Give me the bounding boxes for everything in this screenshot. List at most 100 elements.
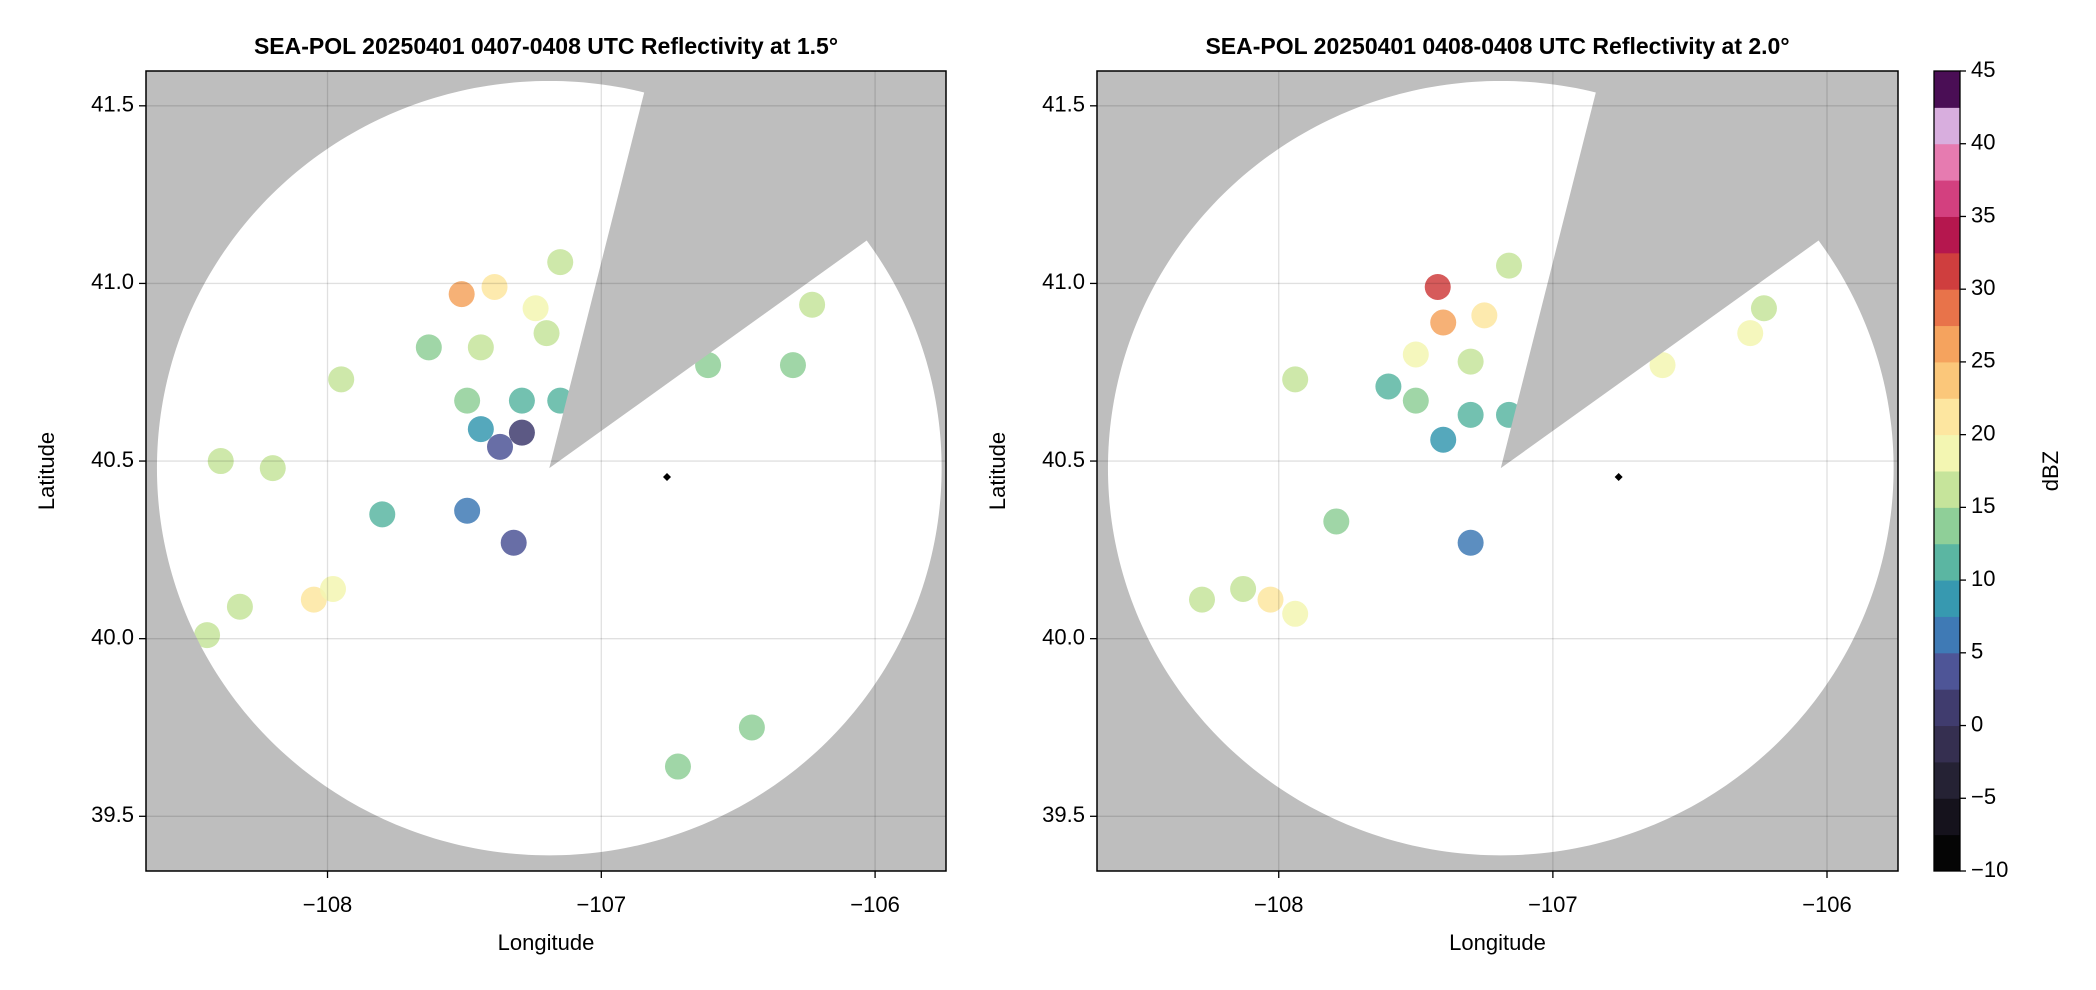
echo <box>1282 600 1309 627</box>
y-tick-label: 39.5 <box>1042 802 1085 827</box>
colorbar-swatch <box>1934 798 1960 836</box>
echo <box>1282 366 1309 393</box>
echo <box>467 416 494 443</box>
x-tick-label: −108 <box>1254 892 1304 917</box>
echo <box>1457 401 1484 428</box>
y-tick-label: 40.5 <box>1042 447 1085 472</box>
x-tick-label: −106 <box>1802 892 1852 917</box>
echo <box>1457 529 1484 556</box>
colorbar-swatch <box>1934 361 1960 399</box>
colorbar-swatch <box>1934 143 1960 181</box>
echo <box>1750 295 1777 322</box>
echo <box>508 387 535 414</box>
echo <box>779 352 806 379</box>
echo <box>1402 387 1429 414</box>
echo <box>319 575 346 602</box>
echo <box>1188 586 1215 613</box>
x-tick-label: −107 <box>577 892 627 917</box>
echo <box>369 501 396 528</box>
site-marker <box>663 473 672 482</box>
echo <box>1424 273 1451 300</box>
colorbar-frame <box>1933 70 1961 872</box>
colorbar-tick-label: 0 <box>1971 711 1983 736</box>
colorbar-tick-label: 35 <box>1971 202 1995 227</box>
y-tick-label: 41.0 <box>1042 269 1085 294</box>
echo <box>1471 302 1498 329</box>
echo <box>664 753 691 780</box>
colorbar-tick-label: 15 <box>1971 493 1995 518</box>
colorbar-tick-label: 25 <box>1971 348 1995 373</box>
echo <box>194 622 221 649</box>
coverage-mask <box>1097 71 1898 871</box>
echo <box>799 291 826 318</box>
y-axis-label: Latitude <box>34 432 59 510</box>
colorbar-tick-label: −5 <box>1971 784 1996 809</box>
colorbar-tick-label: 40 <box>1971 130 1995 155</box>
echo <box>1737 320 1764 347</box>
colorbar-label: dBZ <box>2038 451 2063 491</box>
y-tick-label: 41.5 <box>1042 92 1085 117</box>
y-tick-label: 41.5 <box>91 92 134 117</box>
y-tick-label: 40.0 <box>1042 624 1085 649</box>
colorbar-tick-label: 10 <box>1971 566 1995 591</box>
echo <box>1323 508 1350 535</box>
colorbar-swatch <box>1934 252 1960 290</box>
echo <box>533 320 560 347</box>
coverage-mask <box>146 71 946 871</box>
colorbar-swatch <box>1934 543 1960 581</box>
y-axis-label: Latitude <box>985 432 1010 510</box>
colorbar-tick-label: 45 <box>1971 57 1995 82</box>
echo <box>487 433 514 460</box>
colorbar-swatch <box>1934 107 1960 145</box>
y-tick-label: 41.0 <box>91 269 134 294</box>
echo <box>1375 373 1402 400</box>
colorbar-tick-label: −10 <box>1971 857 2008 882</box>
x-tick-label: −106 <box>850 892 900 917</box>
colorbar-tick-label: 20 <box>1971 420 1995 445</box>
colorbar-swatch <box>1934 725 1960 763</box>
plot-frame <box>145 70 947 872</box>
echo <box>522 295 549 322</box>
echo <box>328 366 355 393</box>
y-tick-label: 40.0 <box>91 624 134 649</box>
echo <box>508 419 535 446</box>
x-tick-label: −108 <box>303 892 353 917</box>
colorbar-swatch <box>1934 398 1960 436</box>
colorbar-swatch <box>1934 580 1960 617</box>
echo <box>1230 575 1257 602</box>
echo <box>481 273 508 300</box>
echo <box>415 334 442 361</box>
echo <box>1496 252 1523 279</box>
echo <box>1430 309 1457 336</box>
x-tick-label: −107 <box>1528 892 1578 917</box>
echo <box>454 497 481 524</box>
colorbar-tick-label: 30 <box>1971 275 1995 300</box>
colorbar-swatch <box>1934 434 1960 472</box>
colorbar-swatch <box>1934 689 1960 727</box>
echo <box>226 593 253 620</box>
echo <box>1430 426 1457 453</box>
colorbar-swatch <box>1934 616 1960 654</box>
colorbar-swatch <box>1934 216 1960 254</box>
plot-area <box>146 71 946 871</box>
colorbar-swatch <box>1934 71 1960 108</box>
colorbar-swatch <box>1934 289 1960 327</box>
echo <box>547 249 574 276</box>
echo <box>448 281 475 308</box>
echo <box>1402 341 1429 368</box>
colorbar-swatch <box>1934 834 1960 872</box>
colorbar-tick-label: 5 <box>1971 639 1983 664</box>
colorbar-swatch <box>1934 652 1960 690</box>
y-tick-label: 40.5 <box>91 447 134 472</box>
echo <box>1257 586 1284 613</box>
echo <box>467 334 494 361</box>
plot-area <box>1097 71 1898 871</box>
echo <box>259 455 286 482</box>
x-axis-label: Longitude <box>498 930 595 955</box>
y-tick-label: 39.5 <box>91 802 134 827</box>
echo <box>454 387 481 414</box>
x-axis-label: Longitude <box>1449 930 1546 955</box>
echo <box>1457 348 1484 375</box>
